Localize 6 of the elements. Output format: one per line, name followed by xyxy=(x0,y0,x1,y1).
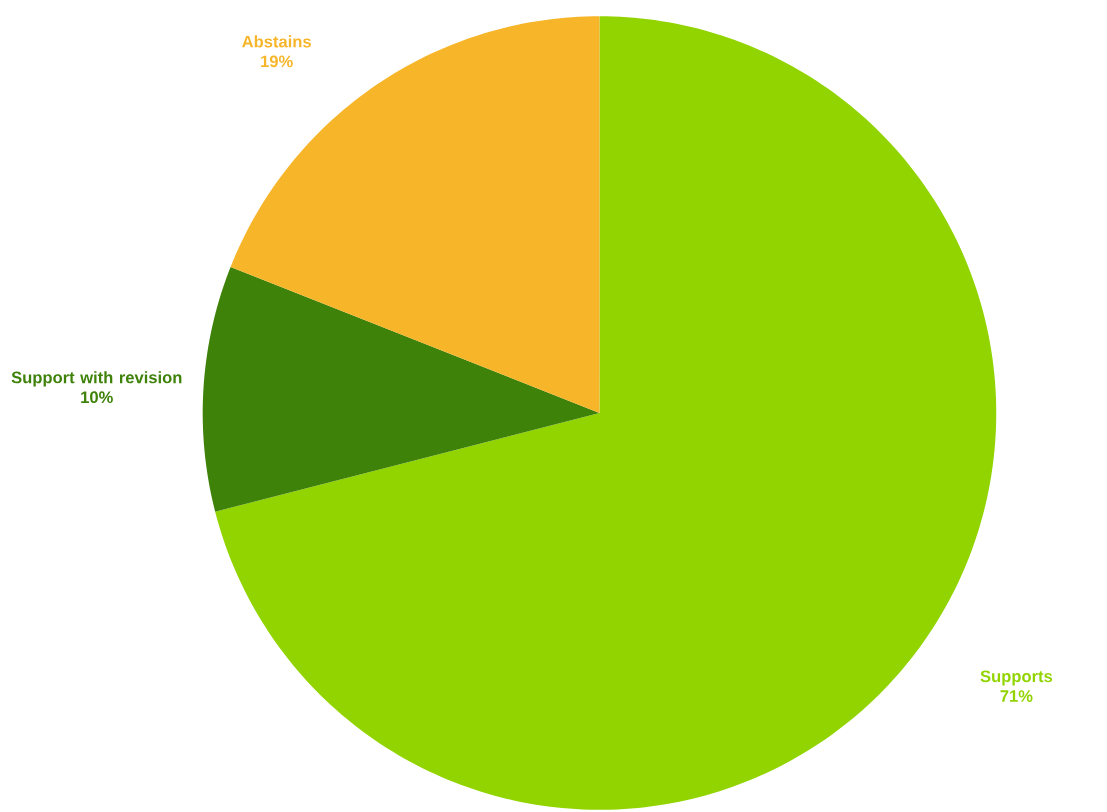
slice-label: Support with revision xyxy=(11,371,182,387)
data-label: 19% xyxy=(261,55,293,68)
data-label: 71% xyxy=(1000,690,1033,703)
data-label: 10% xyxy=(81,391,113,404)
slice-label: Supports xyxy=(980,670,1053,686)
slice-label: Abstains xyxy=(242,35,311,48)
